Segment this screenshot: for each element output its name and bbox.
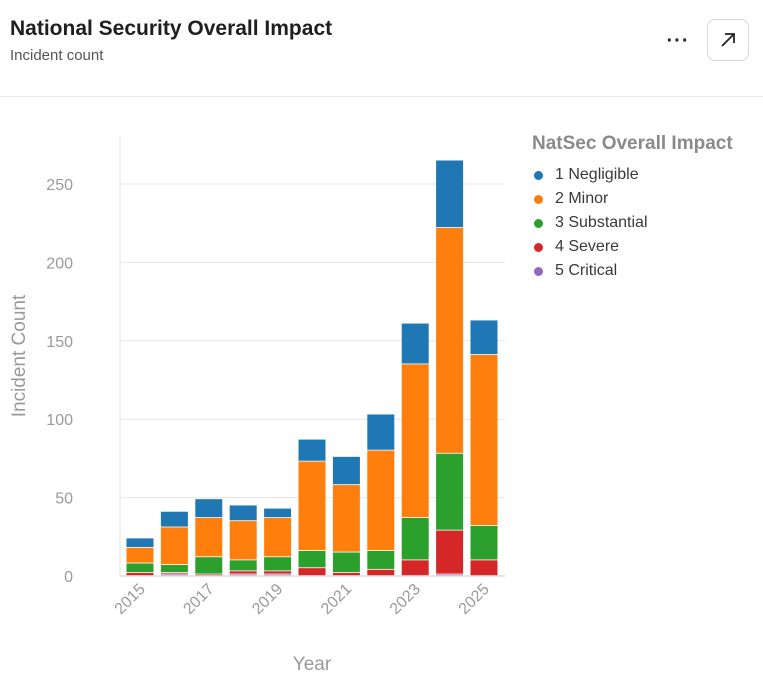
x-tick-label: 2025 (456, 581, 493, 618)
bar-segment (298, 461, 326, 551)
chart-subtitle: Incident count (10, 47, 104, 64)
bar-segment (126, 538, 154, 547)
y-tick-label: 250 (46, 177, 73, 194)
bar-segment (195, 517, 223, 557)
legend-item[interactable]: 1 Negligible (532, 163, 733, 187)
bar-segment (229, 574, 257, 576)
bar-segment (470, 560, 498, 576)
bar-segment (332, 552, 360, 573)
bar-segment (126, 572, 154, 576)
legend-label: 2 Minor (555, 190, 609, 207)
bar-segment (401, 323, 429, 364)
legend-item[interactable]: 3 Substantial (532, 211, 733, 235)
legend-label: 3 Substantial (555, 214, 648, 231)
bar-segment (264, 571, 292, 574)
y-tick-label: 200 (46, 255, 73, 272)
expand-arrow-icon (721, 33, 735, 47)
bar-segment (367, 569, 395, 576)
chart-title: National Security Overall Impact (10, 17, 333, 40)
card-header: National Security Overall Impact Inciden… (0, 0, 763, 97)
y-axis-title: Incident Count (9, 294, 30, 417)
legend-label: 5 Critical (555, 262, 618, 279)
more-dots-icon: ··· (666, 29, 690, 52)
legend-label: 4 Severe (555, 238, 620, 255)
bar-segment (298, 550, 326, 568)
legend-swatch (534, 194, 543, 204)
bar-segment (264, 517, 292, 557)
x-tick-label: 2019 (249, 581, 286, 618)
bar-segment (332, 456, 360, 485)
bar-segment (160, 527, 188, 565)
legend-swatch (534, 218, 543, 228)
bar-segment (264, 574, 292, 576)
bar-segment (436, 574, 464, 576)
bar-segment (160, 572, 188, 574)
stacked-bar-chart: 0 50 100 150 200 250 2015 2017 2019 2021 2023 2025 Y… (9, 136, 505, 675)
bar-segment (436, 227, 464, 453)
bar-segment (401, 517, 429, 560)
bar-segment (229, 505, 257, 521)
legend-item[interactable]: 2 Minor (532, 187, 733, 211)
bar-segment (367, 550, 395, 569)
legend-swatch (534, 170, 543, 180)
more-options-button[interactable]: ··· (660, 26, 696, 56)
legend-label: 1 Negligible (555, 166, 639, 183)
legend-swatch (534, 266, 543, 276)
bar-segment (195, 557, 223, 574)
bar-segment (160, 574, 188, 576)
bar-segment (298, 439, 326, 461)
legend-title: NatSec Overall Impact (532, 133, 733, 154)
legend-item[interactable]: 4 Severe (532, 235, 733, 259)
bar-segment (367, 414, 395, 450)
bar-segment (264, 557, 292, 571)
y-tick-label: 100 (46, 412, 73, 429)
bar-segment (160, 511, 188, 527)
bar-segment (436, 530, 464, 574)
bar-segment (229, 560, 257, 571)
x-tick-label: 2015 (112, 581, 149, 618)
bar-segment (298, 568, 326, 576)
expand-button[interactable] (707, 19, 749, 61)
x-axis-title: Year (293, 654, 332, 675)
bar-segment (332, 572, 360, 576)
legend-swatch (534, 242, 543, 252)
y-tick-label: 0 (64, 569, 73, 586)
legend-item[interactable]: 5 Critical (532, 259, 733, 283)
bar-segment (332, 485, 360, 552)
legend: NatSec Overall Impact 1 Negligible 2 Mino… (532, 133, 733, 283)
y-tick-label: 150 (46, 334, 73, 351)
bar-segment (401, 364, 429, 518)
bar-segment (367, 450, 395, 551)
bar-segment (436, 160, 464, 228)
bar-segment (229, 521, 257, 560)
bar-segment (436, 453, 464, 530)
x-tick-label: 2017 (180, 581, 217, 618)
bar-segment (229, 571, 257, 574)
bar-segment (160, 565, 188, 573)
bar-segment (195, 499, 223, 518)
bar-segment (126, 563, 154, 573)
bar-segment (126, 547, 154, 563)
bar-segment (470, 525, 498, 560)
bar-segment (264, 508, 292, 518)
bar-segment (470, 354, 498, 526)
bar-segment (470, 320, 498, 355)
y-tick-label: 50 (55, 491, 73, 508)
bar-segment (195, 574, 223, 576)
bar-segment (401, 560, 429, 576)
x-tick-label: 2023 (387, 581, 424, 618)
x-tick-label: 2021 (318, 581, 355, 618)
